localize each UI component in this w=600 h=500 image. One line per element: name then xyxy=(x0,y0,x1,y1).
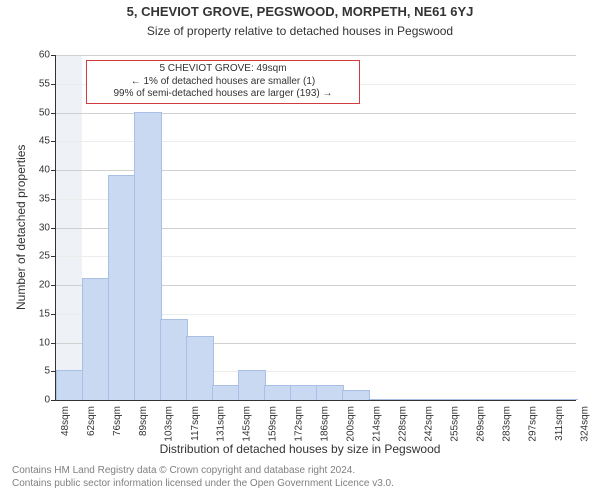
bar xyxy=(342,390,369,400)
y-tick-label: 0 xyxy=(22,395,50,406)
annotation-line-2: ← 1% of detached houses are smaller (1) xyxy=(93,76,353,89)
chart-subtitle: Size of property relative to detached ho… xyxy=(0,24,600,38)
bar xyxy=(82,278,109,400)
bar xyxy=(108,175,135,400)
y-tick-label: 10 xyxy=(22,337,50,348)
bar xyxy=(394,399,421,400)
x-tick-label: 324sqm xyxy=(580,406,591,442)
x-tick-label: 159sqm xyxy=(268,406,279,442)
bar xyxy=(368,399,395,400)
x-tick-label: 200sqm xyxy=(346,406,357,442)
bar xyxy=(316,385,343,400)
bar xyxy=(290,385,317,400)
gridline xyxy=(56,55,576,56)
bar xyxy=(420,399,447,400)
bar xyxy=(446,399,473,400)
bar xyxy=(160,319,187,401)
x-axis-label: Distribution of detached houses by size … xyxy=(0,442,600,456)
x-tick-label: 76sqm xyxy=(112,406,123,436)
x-tick-label: 131sqm xyxy=(216,406,227,442)
x-tick-label: 117sqm xyxy=(190,406,201,441)
chart-title: 5, CHEVIOT GROVE, PEGSWOOD, MORPETH, NE6… xyxy=(0,4,600,19)
x-tick-label: 145sqm xyxy=(242,406,253,442)
y-tick-label: 35 xyxy=(22,193,50,204)
bar xyxy=(56,370,83,400)
x-tick-label: 228sqm xyxy=(398,406,409,442)
y-tick-label: 40 xyxy=(22,165,50,176)
bar xyxy=(472,399,499,400)
x-tick-label: 62sqm xyxy=(86,406,97,436)
y-tick-label: 50 xyxy=(22,107,50,118)
y-tick-label: 55 xyxy=(22,78,50,89)
y-tick-label: 20 xyxy=(22,280,50,291)
footer-line-2: Contains public sector information licen… xyxy=(12,477,394,490)
x-tick-label: 311sqm xyxy=(554,406,565,441)
x-tick-label: 186sqm xyxy=(320,406,331,442)
y-tick-label: 45 xyxy=(22,136,50,147)
x-tick-label: 269sqm xyxy=(476,406,487,442)
x-tick-label: 255sqm xyxy=(450,406,461,442)
bar xyxy=(524,399,551,400)
y-tick-label: 5 xyxy=(22,366,50,377)
footer-line-1: Contains HM Land Registry data © Crown c… xyxy=(12,464,394,477)
bar xyxy=(212,385,239,400)
y-tick-label: 30 xyxy=(22,222,50,233)
bar xyxy=(134,112,161,401)
bar xyxy=(238,370,265,400)
annotation-box: 5 CHEVIOT GROVE: 49sqm ← 1% of detached … xyxy=(86,60,360,104)
x-tick-label: 48sqm xyxy=(60,406,71,436)
y-tick-label: 15 xyxy=(22,308,50,319)
x-tick-label: 103sqm xyxy=(164,406,175,442)
x-tick-label: 297sqm xyxy=(528,406,539,442)
annotation-line-1: 5 CHEVIOT GROVE: 49sqm xyxy=(93,63,353,76)
y-tick-label: 25 xyxy=(22,251,50,262)
bar xyxy=(550,399,577,400)
plot-area: 5 CHEVIOT GROVE: 49sqm ← 1% of detached … xyxy=(55,55,576,401)
x-tick-label: 214sqm xyxy=(372,406,383,442)
x-tick-label: 172sqm xyxy=(294,406,305,442)
x-tick-label: 283sqm xyxy=(502,406,513,442)
annotation-line-3: 99% of semi-detached houses are larger (… xyxy=(93,88,353,101)
y-tick-label: 60 xyxy=(22,50,50,61)
chart-root: { "chart": { "type": "histogram", "title… xyxy=(0,0,600,500)
x-tick-label: 242sqm xyxy=(424,406,435,442)
footer: Contains HM Land Registry data © Crown c… xyxy=(12,464,394,490)
bar xyxy=(186,336,213,400)
bar xyxy=(498,399,525,400)
x-tick-label: 89sqm xyxy=(138,406,149,436)
bar xyxy=(264,385,291,400)
